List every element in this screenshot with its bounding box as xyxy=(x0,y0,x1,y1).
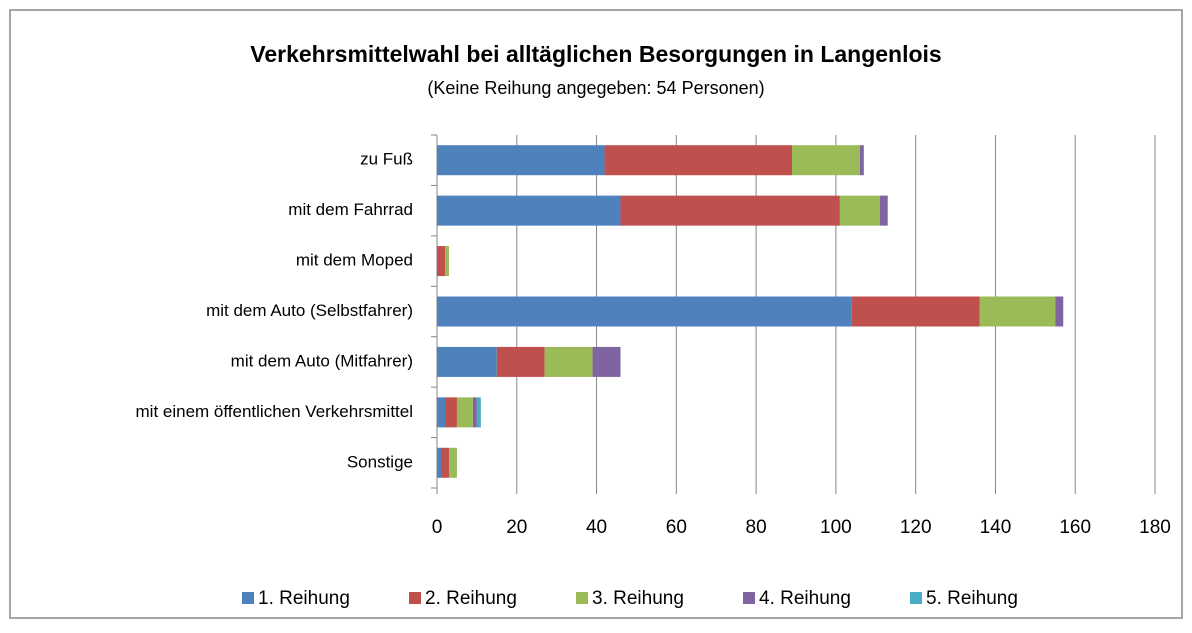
legend-label: 5. Reihung xyxy=(926,588,1018,609)
x-tick-label: 160 xyxy=(1059,517,1091,538)
bar-segment xyxy=(839,195,880,226)
bar-segment xyxy=(544,346,593,377)
bar-segment xyxy=(456,397,473,428)
x-tick-label: 20 xyxy=(506,517,527,538)
bar-segment xyxy=(440,447,449,478)
legend-label: 1. Reihung xyxy=(258,588,350,609)
bar-segment xyxy=(1055,296,1064,327)
bar-segment xyxy=(851,296,980,327)
bar-segment xyxy=(437,447,441,478)
bar-segment xyxy=(437,397,445,428)
x-tick-label: 140 xyxy=(980,517,1012,538)
bar-segment xyxy=(476,397,481,428)
y-tick-label: mit einem öffentlichen Verkehrsmittel xyxy=(136,402,413,421)
bar-segment xyxy=(444,246,449,277)
legend-label: 4. Reihung xyxy=(759,588,851,609)
bar-segment xyxy=(879,195,888,226)
bar-segment xyxy=(437,195,621,226)
y-tick-label: mit dem Moped xyxy=(296,251,413,270)
x-tick-label: 100 xyxy=(820,517,852,538)
x-tick-label: 80 xyxy=(746,517,767,538)
bar-segment xyxy=(437,246,445,277)
bar-segment xyxy=(437,145,605,176)
y-tick-label: zu Fuß xyxy=(360,150,413,169)
bar-segment xyxy=(437,346,497,377)
bar-segment xyxy=(592,346,621,377)
legend-swatch xyxy=(409,592,421,604)
legend-swatch xyxy=(743,592,755,604)
bar-segment xyxy=(859,145,864,176)
bar-segment xyxy=(472,397,477,428)
bar-segment xyxy=(444,397,457,428)
x-tick-label: 40 xyxy=(586,517,607,538)
bar-segment xyxy=(979,296,1056,327)
x-tick-label: 120 xyxy=(900,517,932,538)
chart-subtitle: (Keine Reihung angegeben: 54 Personen) xyxy=(427,78,764,98)
chart-title: Verkehrsmittelwahl bei alltäglichen Beso… xyxy=(250,41,941,67)
y-tick-label: mit dem Fahrrad xyxy=(288,200,413,219)
y-tick-label: mit dem Auto (Mitfahrer) xyxy=(231,351,413,370)
legend-swatch xyxy=(910,592,922,604)
legend-swatch xyxy=(242,592,254,604)
x-tick-label: 180 xyxy=(1139,517,1171,538)
bar-segment xyxy=(437,296,852,327)
bar-segment xyxy=(792,145,860,176)
legend-label: 3. Reihung xyxy=(592,588,684,609)
bar-segment xyxy=(604,145,793,176)
bar-segment xyxy=(448,447,457,478)
legend-label: 2. Reihung xyxy=(425,588,517,609)
x-tick-label: 0 xyxy=(432,517,443,538)
x-tick-label: 60 xyxy=(666,517,687,538)
y-tick-label: Sonstige xyxy=(347,452,413,471)
y-tick-label: mit dem Auto (Selbstfahrer) xyxy=(206,301,413,320)
bar-segment xyxy=(620,195,840,226)
legend-swatch xyxy=(576,592,588,604)
bar-segment xyxy=(496,346,545,377)
